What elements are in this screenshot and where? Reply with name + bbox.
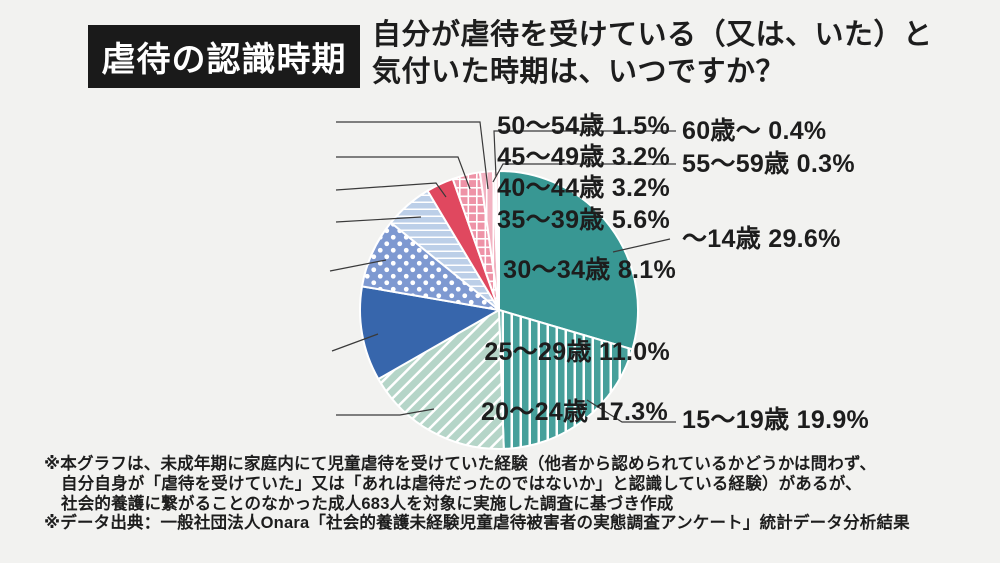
- pie-slice-0: [498, 170, 639, 351]
- slice-label-10: 60歳～ 0.4%: [682, 117, 827, 145]
- survey-question-line2: 気付いた時期は、いつですか？: [372, 56, 786, 88]
- survey-question: 自分が虐待を受けている（又は、いた）と 気付いた時期は、いつですか？: [372, 17, 933, 91]
- chart-title-badge: 虐待の認識時期: [88, 25, 360, 88]
- leader-line-8: [336, 121, 489, 190]
- leader-line-0: [612, 238, 671, 253]
- slice-label-8: 50～54歳 1.5%: [497, 112, 670, 140]
- leader-line-1: [586, 399, 676, 423]
- slice-label-2: 20～24歳 17.3%: [480, 398, 668, 426]
- survey-question-line1: 自分が虐待を受けている（又は、いた）と: [372, 19, 933, 51]
- footnote-line-4: ※データ出典：一般社団法人Onara「社会的養護未経験児童虐待被害者の実態調査ア…: [44, 514, 910, 533]
- pie-slice-2: [377, 309, 505, 450]
- slice-label-7: 45～49歳 3.2%: [497, 143, 670, 171]
- leader-line-3: [331, 333, 379, 352]
- slice-label-3: 25～29歳 11.0%: [484, 338, 670, 366]
- slice-label-9: 55～59歳 0.3%: [682, 150, 855, 178]
- footnotes: ※本グラフは、未成年期に家庭内にて児童虐待を受けていた経験（他者から認められてい…: [44, 455, 974, 534]
- leader-line-4: [329, 259, 387, 272]
- footnote-line-2: 自分自身が「虐待を受けていた」又は「あれは虐待だったのではないか」と認識している…: [61, 474, 862, 493]
- leader-line-5: [335, 216, 422, 223]
- slice-label-6: 40～44歳 3.2%: [497, 174, 670, 202]
- leader-line-6: [335, 182, 447, 198]
- slice-label-4: 30～34歳 8.1%: [503, 256, 676, 284]
- pie-slice-3: [359, 285, 500, 380]
- pie-slice-1: [498, 309, 634, 450]
- footnote-line-1: ※本グラフは、未成年期に家庭内にて児童虐待を受けていた経験（他者から認められてい…: [44, 455, 877, 473]
- slice-label-0: ～14歳 29.6%: [682, 225, 841, 253]
- leader-line-7: [336, 156, 471, 190]
- slice-label-1: 15～19歳 19.9%: [682, 406, 870, 434]
- leader-line-10: [493, 130, 676, 178]
- leader-line-2: [336, 408, 435, 416]
- footnote-line-3: 社会的養護に繋がることのなかった成人683人を対象に実施した調査に基づき作成: [61, 494, 674, 513]
- slice-label-5: 35～39歳 5.6%: [497, 206, 670, 234]
- chart-title: 虐待の認識時期: [101, 41, 347, 79]
